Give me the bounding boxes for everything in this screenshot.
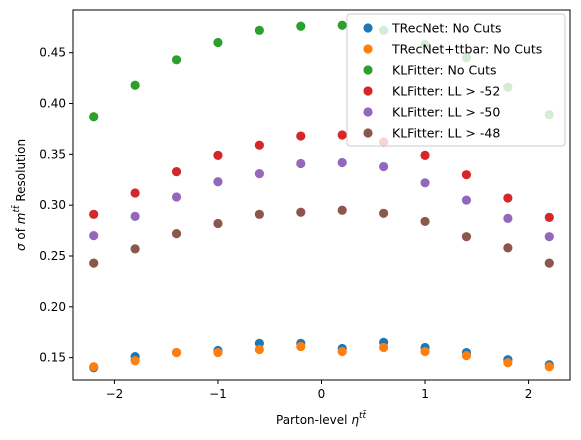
y-axis-ticks: 0.15 0.20 0.25 0.30 0.35 0.40 0.45	[39, 46, 73, 365]
data-point	[296, 158, 306, 169]
data-point	[296, 207, 306, 217]
data-point	[461, 232, 472, 242]
legend-marker	[363, 86, 373, 96]
data-point	[379, 161, 389, 172]
series-4	[89, 157, 554, 242]
legend-label: KLFitter: No Cuts	[392, 63, 497, 78]
legend-marker	[363, 107, 373, 117]
data-point	[130, 356, 140, 366]
data-point	[461, 195, 472, 205]
data-point	[337, 205, 347, 215]
legend-label: TRecNet: No Cuts	[391, 21, 502, 36]
data-point	[213, 177, 223, 187]
data-point	[89, 112, 99, 122]
x-axis-label: Parton-level ηtt̄	[276, 409, 367, 427]
data-point	[171, 347, 182, 358]
data-point	[544, 362, 554, 372]
data-point	[337, 157, 347, 168]
data-point	[461, 351, 472, 361]
y-tick-label: 0.30	[39, 198, 66, 212]
data-point	[171, 192, 182, 202]
legend-label: TRecNet+ttbar: No Cuts	[391, 42, 542, 57]
y-tick-label: 0.45	[39, 46, 66, 60]
legend: TRecNet: No Cuts TRecNet+ttbar: No Cuts KL…	[346, 13, 566, 147]
legend-marker	[363, 44, 373, 54]
data-point	[130, 211, 140, 221]
series-0	[89, 337, 554, 373]
x-tick-label: 0	[318, 387, 326, 401]
data-point	[254, 169, 264, 179]
data-point	[171, 167, 182, 177]
data-point	[254, 140, 264, 150]
legend-box	[346, 13, 566, 147]
legend-label: KLFitter: LL > -50	[392, 105, 500, 120]
data-point	[420, 150, 430, 160]
data-point	[130, 80, 140, 90]
data-point	[89, 258, 99, 268]
data-point	[89, 231, 99, 241]
x-tick-label: 2	[525, 387, 533, 401]
data-point	[130, 244, 140, 254]
data-point	[171, 229, 182, 239]
data-point	[503, 243, 513, 253]
data-point	[379, 342, 389, 353]
data-point	[544, 212, 554, 222]
data-point	[171, 55, 182, 65]
y-tick-label: 0.15	[39, 351, 66, 365]
data-point	[213, 218, 223, 229]
data-point	[213, 347, 223, 358]
data-point	[337, 20, 347, 30]
data-point	[296, 131, 306, 141]
data-point	[254, 25, 264, 35]
data-point	[296, 341, 306, 352]
data-point	[254, 209, 264, 219]
data-point	[461, 170, 472, 180]
legend-label: KLFitter: LL > -48	[392, 126, 500, 141]
data-point	[503, 358, 513, 368]
data-point	[337, 346, 347, 357]
series-5	[89, 205, 554, 268]
x-axis-ticks: −2 −1 0 1 2	[106, 380, 533, 401]
data-point	[130, 188, 140, 198]
data-point	[89, 362, 99, 372]
data-point	[544, 232, 554, 242]
legend-marker	[363, 23, 373, 33]
x-tick-label: −2	[106, 387, 124, 401]
y-axis-label: σ of mtt̄ Resolution	[10, 139, 28, 251]
legend-marker	[363, 65, 373, 75]
data-point	[296, 21, 306, 31]
plot-points	[89, 20, 554, 373]
data-point	[420, 178, 430, 188]
x-tick-label: −1	[209, 387, 227, 401]
legend-label: KLFitter: LL > -52	[392, 84, 500, 99]
data-point	[89, 209, 99, 219]
data-point	[503, 213, 513, 223]
y-tick-label: 0.40	[39, 97, 66, 111]
data-point	[544, 258, 554, 268]
series-1	[89, 341, 554, 372]
y-tick-label: 0.20	[39, 300, 66, 314]
data-point	[420, 346, 430, 357]
legend-marker	[363, 128, 373, 138]
x-tick-label: 1	[421, 387, 429, 401]
data-point	[379, 208, 389, 218]
data-point	[337, 130, 347, 140]
y-tick-label: 0.25	[39, 249, 66, 263]
data-point	[213, 150, 223, 160]
data-point	[503, 193, 513, 203]
data-point	[213, 37, 223, 48]
data-point	[254, 344, 264, 355]
data-point	[420, 216, 430, 227]
y-tick-label: 0.35	[39, 147, 66, 161]
